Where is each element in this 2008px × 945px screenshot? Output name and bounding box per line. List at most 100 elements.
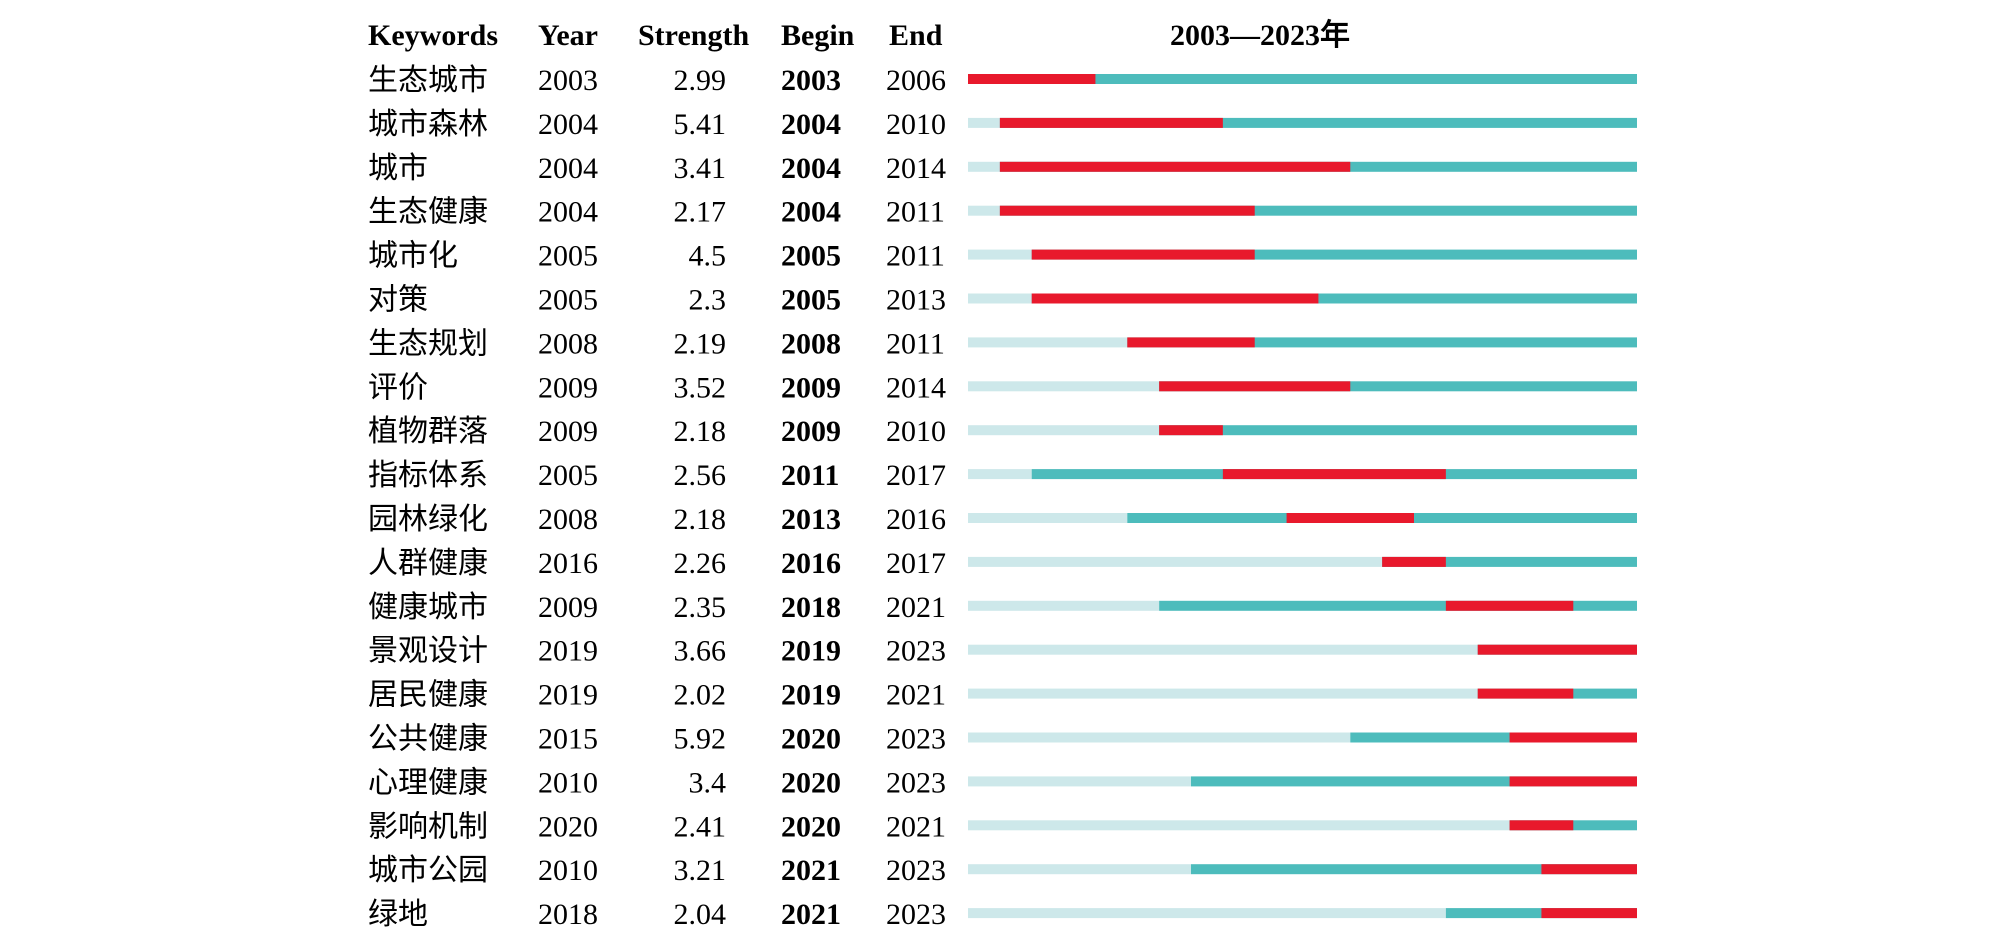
burst-segment [999, 161, 1351, 172]
inactive-segment [968, 513, 1128, 523]
burst-segment [968, 74, 1096, 84]
inactive-segment [968, 688, 1478, 699]
active-segment [1191, 864, 1637, 875]
burst-row: 城市公园 2010 3.21 2021 2023 [368, 854, 1637, 887]
header-timeline-range: 2003—2023年 [1170, 19, 1350, 52]
end-year: 2021 [886, 679, 946, 712]
active-segment [1159, 381, 1637, 392]
strength-value: 2.99 [674, 64, 727, 97]
active-segment [968, 74, 1637, 84]
burst-segment [1031, 293, 1319, 304]
active-segment [1127, 337, 1637, 348]
inactive-segment [968, 205, 1000, 216]
inactive-segment [968, 600, 1160, 611]
burst-segment [1222, 469, 1446, 480]
burst-row: 人群健康 2016 2.26 2016 2017 [368, 547, 1637, 580]
header-begin: Begin [781, 19, 855, 52]
keyword-label: 城市森林 [368, 108, 488, 141]
strength-value: 2.56 [674, 459, 727, 492]
end-year: 2014 [886, 152, 946, 185]
begin-year: 2020 [781, 810, 841, 843]
end-year: 2021 [886, 591, 946, 624]
year-value: 2020 [538, 810, 598, 843]
year-value: 2010 [538, 854, 598, 887]
keyword-label: 心理健康 [368, 766, 488, 799]
begin-year: 2013 [781, 503, 841, 536]
keyword-label: 健康城市 [368, 591, 488, 624]
end-year: 2011 [886, 196, 945, 229]
keyword-label: 生态规划 [368, 327, 488, 360]
strength-value: 2.35 [674, 591, 727, 624]
inactive-segment [968, 556, 1383, 567]
strength-value: 2.26 [674, 547, 727, 580]
year-value: 2009 [538, 371, 598, 404]
begin-year: 2011 [781, 459, 839, 492]
active-segment [999, 205, 1637, 216]
begin-year: 2003 [781, 64, 841, 97]
active-segment [1159, 425, 1637, 436]
strength-value: 2.3 [689, 284, 727, 317]
end-year: 2006 [886, 64, 946, 97]
strength-value: 3.66 [674, 635, 727, 668]
burst-row: 园林绿化 2008 2.18 2013 2016 [368, 503, 1637, 536]
keyword-label: 居民健康 [368, 679, 488, 712]
year-value: 2005 [538, 240, 598, 273]
year-value: 2004 [538, 108, 598, 141]
strength-value: 3.41 [674, 152, 727, 185]
end-year: 2023 [886, 766, 946, 799]
year-value: 2005 [538, 284, 598, 317]
end-year: 2016 [886, 503, 946, 536]
burst-segment [1127, 337, 1255, 348]
year-value: 2008 [538, 327, 598, 360]
active-segment [1445, 908, 1637, 919]
active-segment [999, 117, 1637, 128]
keyword-label: 园林绿化 [368, 503, 488, 536]
inactive-segment [968, 908, 1446, 919]
end-year: 2010 [886, 108, 946, 141]
inactive-segment [968, 864, 1191, 875]
burst-segment [1031, 249, 1255, 260]
begin-year: 2021 [781, 898, 841, 931]
strength-value: 2.18 [674, 503, 727, 536]
burst-row: 城市化 2005 4.5 2005 2011 [368, 240, 1637, 273]
keyword-label: 人群健康 [368, 547, 488, 580]
burst-row: 评价 2009 3.52 2009 2014 [368, 371, 1637, 404]
header-year: Year [538, 19, 598, 52]
begin-year: 2008 [781, 327, 841, 360]
year-value: 2009 [538, 415, 598, 448]
end-year: 2013 [886, 284, 946, 317]
end-year: 2011 [886, 240, 945, 273]
begin-year: 2021 [781, 854, 841, 887]
year-value: 2008 [538, 503, 598, 536]
strength-value: 3.21 [674, 854, 727, 887]
active-segment [1191, 776, 1637, 787]
strength-value: 2.04 [674, 898, 727, 931]
end-year: 2023 [886, 854, 946, 887]
burst-segment [1509, 820, 1574, 831]
year-value: 2004 [538, 196, 598, 229]
burst-row: 景观设计 2019 3.66 2019 2023 [368, 635, 1637, 668]
end-year: 2011 [886, 327, 945, 360]
burst-row: 城市 2004 3.41 2004 2014 [368, 152, 1637, 185]
burst-rows: 生态城市 2003 2.99 2003 2006 城市森林 2004 5.41 2004 2010… [368, 64, 1637, 931]
header-keywords: Keywords [368, 19, 498, 52]
strength-value: 2.02 [674, 679, 727, 712]
inactive-segment [968, 425, 1160, 436]
burst-row: 对策 2005 2.3 2005 2013 [368, 284, 1637, 317]
year-value: 2016 [538, 547, 598, 580]
keyword-label: 生态城市 [368, 64, 488, 97]
strength-value: 5.92 [674, 723, 727, 756]
end-year: 2010 [886, 415, 946, 448]
keyword-label: 指标体系 [368, 459, 488, 492]
begin-year: 2020 [781, 723, 841, 756]
year-value: 2019 [538, 679, 598, 712]
strength-value: 5.41 [674, 108, 727, 141]
active-segment [1509, 820, 1637, 831]
begin-year: 2019 [781, 635, 841, 668]
keyword-label: 评价 [368, 371, 428, 404]
end-year: 2023 [886, 635, 946, 668]
burst-row: 居民健康 2019 2.02 2019 2021 [368, 679, 1637, 712]
header-strength: Strength [638, 19, 749, 52]
keyword-label: 城市公园 [368, 854, 488, 887]
inactive-segment [968, 337, 1128, 348]
